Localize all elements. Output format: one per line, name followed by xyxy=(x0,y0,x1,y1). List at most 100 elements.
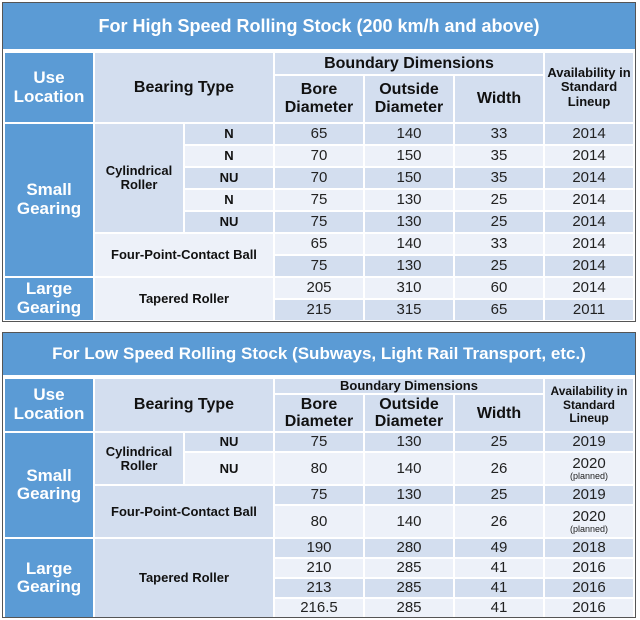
header-availability: Availability in Standard Lineup xyxy=(545,53,633,122)
high-speed-title: For High Speed Rolling Stock (200 km/h a… xyxy=(3,3,635,49)
table-row: 210 285 41 2016 xyxy=(5,559,633,578)
width: 26 xyxy=(455,506,543,538)
low-speed-title: For Low Speed Rolling Stock (Subways, Li… xyxy=(3,333,635,375)
header-outside: Outside Diameter xyxy=(365,76,453,122)
outside-diameter: 130 xyxy=(365,433,453,452)
bearing-type-cylindrical-roller: Cylindrical Roller xyxy=(95,124,183,232)
header-bore: Bore Diameter xyxy=(275,395,363,432)
header-boundary-dimensions: Boundary Dimensions xyxy=(275,378,543,394)
bore-diameter: 65 xyxy=(275,234,363,254)
table-row: 75 130 25 2014 xyxy=(5,256,633,276)
year: 2016 xyxy=(572,559,606,577)
bore-diameter: 216.5 xyxy=(275,599,363,618)
bore-diameter: 70 xyxy=(275,146,363,166)
bore-diameter: 70 xyxy=(275,168,363,188)
planned-note: (planned) xyxy=(569,471,609,482)
outside-diameter: 140 xyxy=(365,124,453,144)
outside-diameter: 140 xyxy=(365,234,453,254)
use-location-small-gearing: Small Gearing xyxy=(5,124,93,276)
header-use-location: Use Location xyxy=(5,379,93,432)
table-row: 215 315 65 2011 xyxy=(5,300,633,320)
width: 49 xyxy=(455,539,543,558)
header-bore: Bore Diameter xyxy=(275,76,363,122)
header-outside: Outside Diameter xyxy=(365,395,453,432)
year: 2014 xyxy=(572,278,606,296)
table-row: Small Gearing Cylindrical Roller NU 75 130 25… xyxy=(5,433,633,538)
width: 41 xyxy=(455,599,543,618)
high-speed-table: Use Location Bearing Type Boundary Dimen… xyxy=(3,51,635,322)
use-location-small-gearing: Small Gearing xyxy=(5,433,93,538)
low-speed-table-panel: For Low Speed Rolling Stock (Subways, Li… xyxy=(2,332,636,618)
availability-year: 2016 xyxy=(545,579,633,598)
width: 33 xyxy=(455,234,543,254)
availability-year: 2014 xyxy=(545,234,633,254)
header-availability: Availability in Standard Lineup xyxy=(545,379,633,432)
bearing-subtype: NU xyxy=(185,168,273,188)
bore-diameter: 65 xyxy=(275,124,363,144)
year: 2014 xyxy=(572,168,606,186)
width: 35 xyxy=(455,168,543,188)
bearing-type-cylindrical-roller: Cylindrical Roller xyxy=(95,433,183,485)
bore-diameter: 75 xyxy=(275,486,363,505)
outside-diameter: 310 xyxy=(365,278,453,298)
low-speed-table: Use Location Bearing Type Boundary Dimen… xyxy=(3,377,635,619)
bore-diameter: 210 xyxy=(275,559,363,578)
year: 2014 xyxy=(572,256,606,274)
year: 2018 xyxy=(572,539,606,557)
planned-note: (planned) xyxy=(569,524,609,535)
availability-year: 2020 (planned) xyxy=(545,453,633,485)
bearing-type-tapered-roller: Tapered Roller xyxy=(95,278,273,320)
table-row: NU 80 140 26 2020 (planned) xyxy=(5,453,633,485)
bore-diameter: 75 xyxy=(275,256,363,276)
bore-diameter: 80 xyxy=(275,506,363,538)
table-row: Small Gearing Cylindrical Roller N 65 140 33 2… xyxy=(5,124,633,276)
availability-year: 2014 xyxy=(545,146,633,166)
bearing-subtype: N xyxy=(185,146,273,166)
width: 60 xyxy=(455,278,543,298)
table-row: 80 140 26 2020 (planned) xyxy=(5,506,633,538)
year: 2014 xyxy=(572,212,606,230)
outside-diameter: 130 xyxy=(365,190,453,210)
width: 25 xyxy=(455,486,543,505)
outside-diameter: 150 xyxy=(365,146,453,166)
table-row: N 70 150 35 2014 xyxy=(5,146,633,166)
outside-diameter: 150 xyxy=(365,168,453,188)
header-bearing-type: Bearing Type xyxy=(95,379,273,432)
outside-diameter: 280 xyxy=(365,539,453,558)
availability-year: 2014 xyxy=(545,278,633,298)
availability-year: 2016 xyxy=(545,599,633,618)
availability-year: 2020 (planned) xyxy=(545,506,633,538)
bore-diameter: 75 xyxy=(275,190,363,210)
table-row: NU 70 150 35 2014 xyxy=(5,168,633,188)
width: 41 xyxy=(455,559,543,578)
table-row: Large Gearing Tapered Roller 205 310 60 2014 xyxy=(5,278,633,320)
bearing-subtype: N xyxy=(185,124,273,144)
availability-year: 2019 xyxy=(545,433,633,452)
year: 2020 xyxy=(572,454,606,472)
use-location-large-gearing: Large Gearing xyxy=(5,278,93,320)
bore-diameter: 75 xyxy=(275,433,363,452)
year: 2019 xyxy=(572,433,606,451)
width: 25 xyxy=(455,190,543,210)
width: 41 xyxy=(455,579,543,598)
bearing-subtype: NU xyxy=(185,433,273,452)
outside-diameter: 285 xyxy=(365,559,453,578)
bearing-type-tapered-roller: Tapered Roller xyxy=(95,539,273,618)
availability-year: 2019 xyxy=(545,486,633,505)
header-width: Width xyxy=(455,395,543,432)
availability-year: 2011 xyxy=(545,300,633,320)
year: 2014 xyxy=(572,146,606,164)
availability-year: 2014 xyxy=(545,168,633,188)
table-row: 216.5 285 41 2016 xyxy=(5,599,633,618)
width: 25 xyxy=(455,212,543,232)
header-use-location: Use Location xyxy=(5,53,93,122)
bearing-subtype: NU xyxy=(185,453,273,485)
header-boundary-dimensions: Boundary Dimensions xyxy=(275,53,543,74)
table-row: 213 285 41 2016 xyxy=(5,579,633,598)
table-row: Four-Point-Contact Ball 65 140 33 2014 xyxy=(5,234,633,276)
high-speed-table-panel: For High Speed Rolling Stock (200 km/h a… xyxy=(2,2,636,322)
outside-diameter: 285 xyxy=(365,579,453,598)
bore-diameter: 190 xyxy=(275,539,363,558)
bore-diameter: 75 xyxy=(275,212,363,232)
bearing-subtype: NU xyxy=(185,212,273,232)
